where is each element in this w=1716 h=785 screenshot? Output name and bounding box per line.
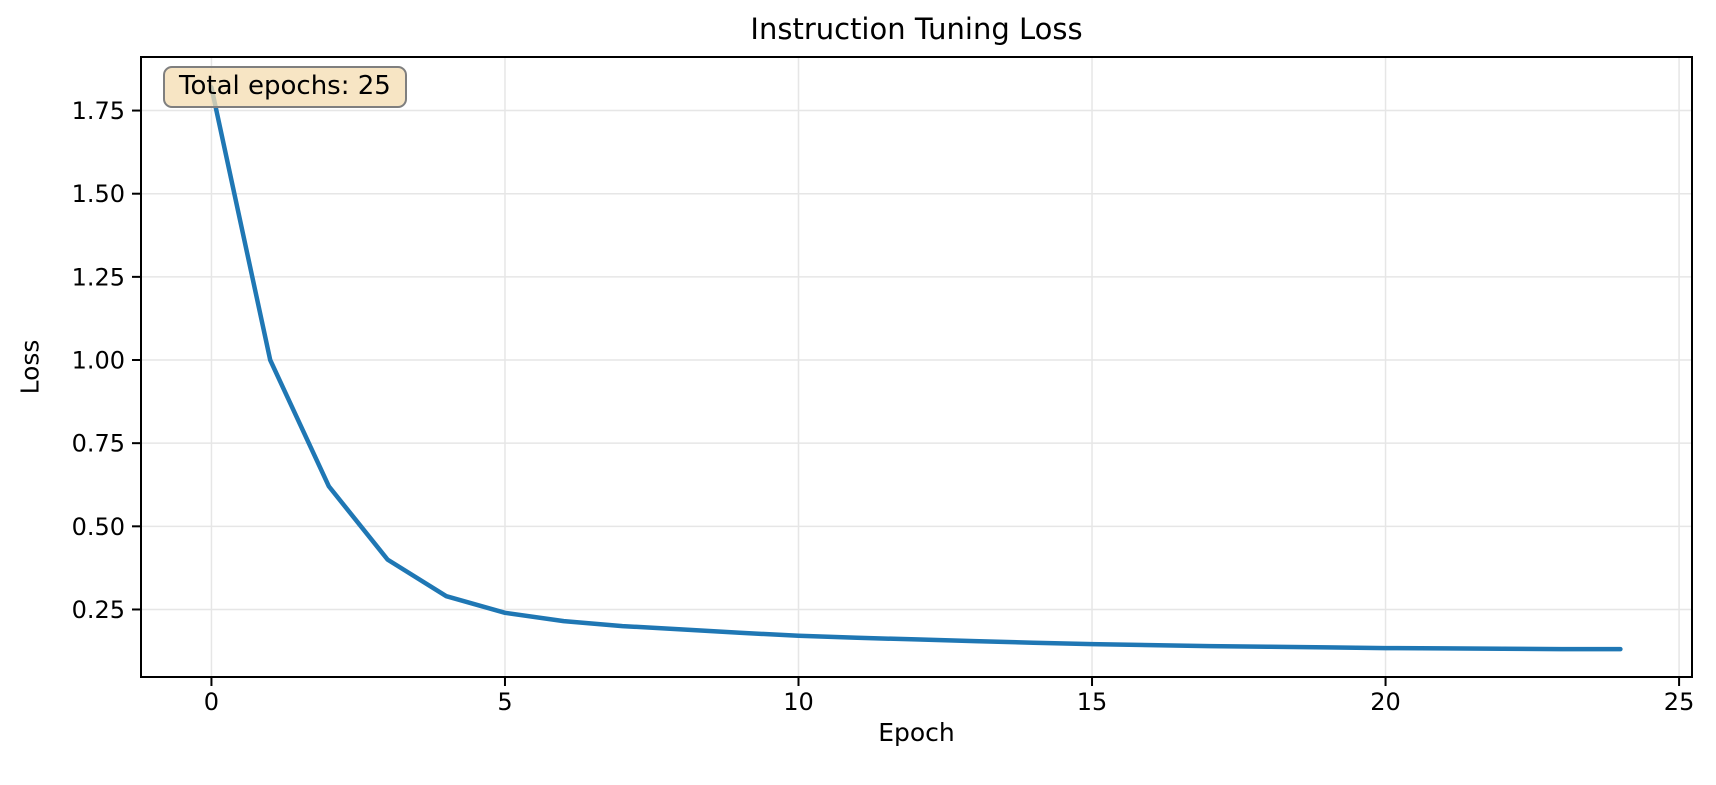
x-tick-label: 25 [1664, 688, 1695, 716]
y-tick-label: 1.75 [72, 97, 125, 125]
x-axis-label: Epoch [878, 718, 955, 747]
y-tick-label: 0.25 [72, 596, 125, 624]
axes-frame [140, 56, 1693, 678]
x-tick-label: 20 [1370, 688, 1401, 716]
x-tick-label: 15 [1077, 688, 1108, 716]
loss-curve [209, 85, 1623, 652]
y-tick-label: 1.25 [72, 263, 125, 291]
x-tick-label: 10 [783, 688, 814, 716]
chart-title: Instruction Tuning Loss [750, 12, 1083, 46]
y-tick-label: 1.00 [72, 347, 125, 375]
y-tick-label: 0.75 [72, 430, 125, 458]
y-tick-label: 0.50 [72, 513, 125, 541]
x-tick-label: 0 [204, 688, 219, 716]
y-axis-label: Loss [15, 339, 45, 395]
x-tick-label: 5 [497, 688, 512, 716]
y-tick-label: 1.50 [72, 180, 125, 208]
annotation-box: Total epochs: 25 [163, 66, 407, 108]
